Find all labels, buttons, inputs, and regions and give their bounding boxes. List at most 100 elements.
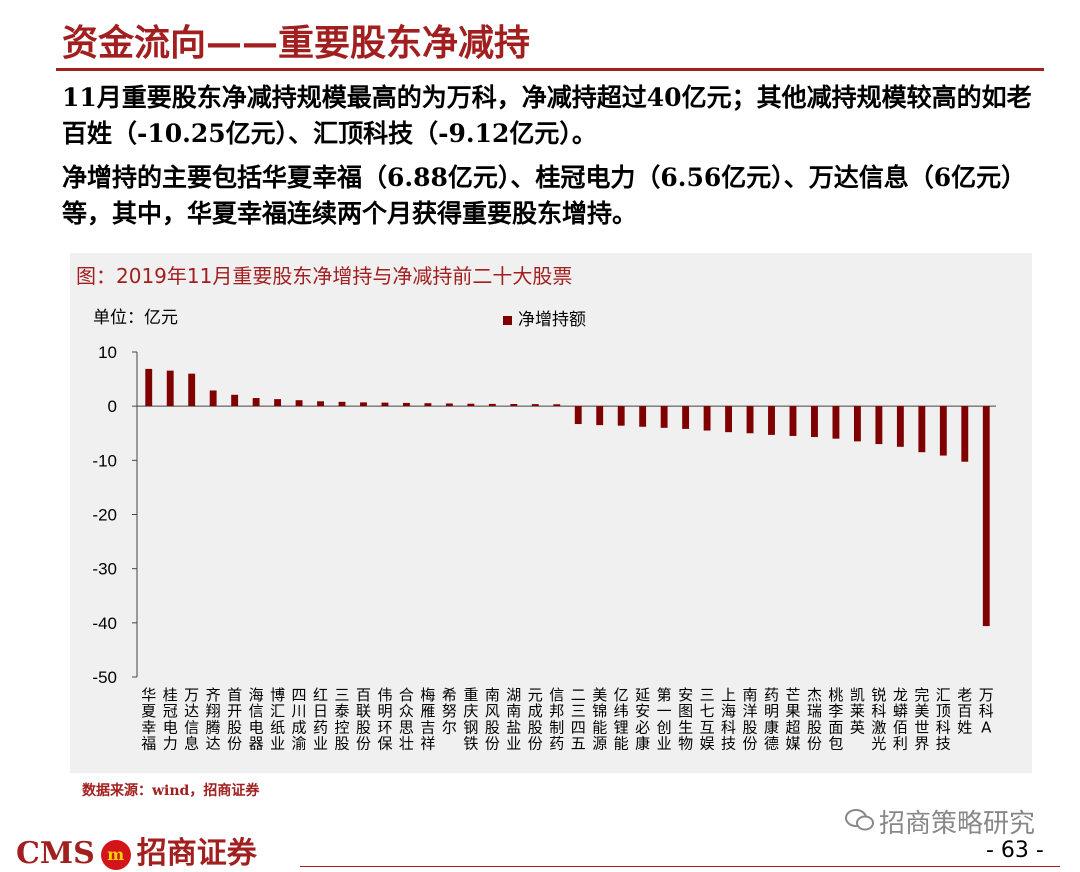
bar <box>596 406 604 426</box>
chart-panel <box>70 253 1032 773</box>
x-tick-label: 完美世界 <box>914 686 929 753</box>
x-tick-label: 海信电器 <box>249 686 264 753</box>
bar <box>703 406 711 431</box>
y-tick-label: 10 <box>98 343 117 362</box>
bar <box>252 398 260 407</box>
bar <box>811 406 818 438</box>
x-tick-label: 信邦制药 <box>549 686 564 753</box>
bar <box>961 406 969 462</box>
x-tick-label: 首开股份 <box>227 686 242 753</box>
summary-paragraph-1: 11月重要股东净减持规模最高的为万科，净减持超过40亿元；其他减持规模较高的如老… <box>62 83 1032 148</box>
x-tick-label: 万达信息 <box>184 686 199 753</box>
legend-swatch <box>503 315 512 325</box>
bar <box>982 406 990 627</box>
bar <box>424 403 432 407</box>
x-tick-label: 锐科激光 <box>871 686 886 753</box>
x-tick-label: 三七互娱 <box>700 686 715 753</box>
x-tick-label: 杰瑞股份 <box>807 686 822 753</box>
bar <box>939 406 947 456</box>
bar <box>553 404 561 407</box>
bar <box>875 406 883 445</box>
bar <box>617 406 625 426</box>
bar <box>295 400 303 407</box>
x-tick-label: 龙蟒佰利 <box>893 686 908 753</box>
x-tick-label: 老百姓 <box>957 686 972 736</box>
y-tick-label: -20 <box>92 506 117 525</box>
bar <box>896 406 904 447</box>
x-tick-label: 齐翔腾达 <box>206 686 221 753</box>
x-tick-label: 希努尔 <box>442 686 457 736</box>
chart-title: 图：2019年11月重要股东净增持与净减持前二十大股票 <box>76 264 573 288</box>
summary-paragraph-2: 净增持的主要包括华夏幸福（6.88亿元）、桂冠电力（6.56亿元）、万达信息（6… <box>62 163 1027 228</box>
x-tick-label: 四川成渝 <box>292 686 307 753</box>
x-tick-label: 凯莱英 <box>850 686 865 736</box>
y-tick-label: -10 <box>92 451 117 470</box>
bar <box>145 368 153 407</box>
bar <box>403 402 410 407</box>
bar <box>789 406 797 436</box>
x-tick-label: 南风股份 <box>485 686 500 753</box>
bar <box>209 390 217 407</box>
bar <box>360 402 367 407</box>
wechat-account-name: 招商策略研究 <box>879 809 1036 839</box>
page-title: 资金流向——重要股东净减持 <box>62 22 531 64</box>
x-tick-label: 合众思壮 <box>399 686 414 753</box>
y-tick-label: 0 <box>108 397 117 416</box>
x-tick-label: 华夏幸福 <box>141 686 156 753</box>
bar <box>338 401 346 407</box>
x-tick-label: 二三四五 <box>571 686 586 753</box>
x-tick-label: 美锦能源 <box>592 686 607 753</box>
bar <box>510 404 518 407</box>
y-tick-label: -40 <box>92 614 117 633</box>
x-tick-label: 南洋股份 <box>743 686 758 753</box>
bar <box>639 406 647 427</box>
bar <box>467 403 475 407</box>
cms-logo: CMS m 招商证券 <box>16 828 257 872</box>
x-tick-label: 博汇纸业 <box>270 686 285 753</box>
bar <box>918 406 926 453</box>
chart-unit-label: 单位：亿元 <box>93 308 178 328</box>
bar <box>660 406 668 428</box>
x-tick-label: 桂冠电力 <box>163 686 178 753</box>
bar <box>488 403 496 407</box>
x-tick-label: 梅雁吉祥 <box>420 686 435 753</box>
title-divider <box>56 68 1044 71</box>
page-number: - 63 - <box>986 838 1044 863</box>
x-tick-label: 药明康德 <box>764 686 779 753</box>
bar <box>746 406 754 434</box>
y-tick-label: -30 <box>92 560 117 579</box>
x-tick-label: 元成股份 <box>528 686 543 753</box>
bar <box>274 399 282 407</box>
bar <box>231 394 239 407</box>
x-tick-label: 上海科技 <box>721 686 736 753</box>
x-tick-label: 芒果超媒 <box>785 686 800 753</box>
bar <box>188 373 196 407</box>
x-tick-label: 重庆钢铁 <box>463 686 478 753</box>
bar <box>574 406 582 425</box>
logo-badge-icon: m <box>100 840 131 870</box>
x-tick-label: 伟明环保 <box>377 686 392 753</box>
x-tick-label: 湖南盐业 <box>506 686 521 753</box>
footer-divider <box>300 866 1060 867</box>
chart-legend: 净增持额 <box>503 305 586 330</box>
bar <box>768 406 775 435</box>
legend-label: 净增持额 <box>518 310 586 330</box>
wechat-icon <box>845 808 875 839</box>
logo-chinese: 招商证券 <box>136 836 257 871</box>
x-tick-label: 延安必康 <box>635 686 650 753</box>
bar <box>725 406 732 433</box>
x-tick-label: 第一创业 <box>657 686 672 753</box>
bar <box>682 406 690 429</box>
x-tick-label: 三泰控股 <box>335 686 350 753</box>
y-tick-label: -50 <box>92 668 117 687</box>
x-tick-label: 安图生物 <box>678 686 693 753</box>
data-source-note: 数据来源：wind，招商证券 <box>82 783 260 799</box>
bar <box>832 406 840 439</box>
bar <box>445 403 453 407</box>
x-tick-label: 红日药业 <box>313 686 328 753</box>
bar <box>317 401 324 407</box>
wechat-watermark: 招商策略研究 <box>845 803 1035 840</box>
x-tick-label: 万科 A <box>979 686 994 736</box>
bar <box>853 406 861 442</box>
